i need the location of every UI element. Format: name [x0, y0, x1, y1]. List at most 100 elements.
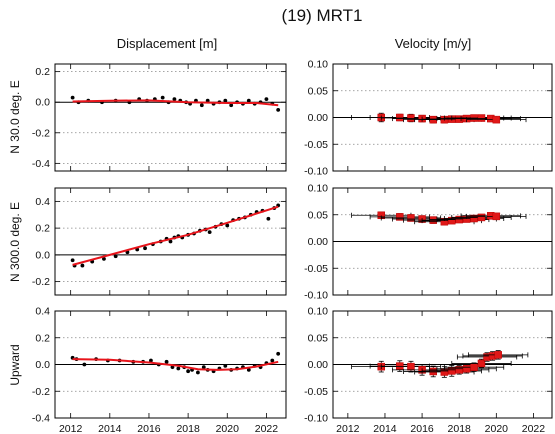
data-point: [201, 365, 206, 370]
plot-frame: [332, 187, 553, 296]
data-point: [186, 369, 191, 374]
plot-frame: [332, 310, 553, 419]
x-tick-label: 2012: [336, 423, 360, 434]
y-tick-label: -0.4: [32, 158, 50, 170]
data-point: [168, 239, 173, 244]
velocity-point: [396, 362, 404, 370]
x-tick-label: 2020: [216, 423, 240, 434]
x-tick-label: 2016: [137, 423, 161, 434]
data-point: [172, 97, 177, 102]
y-tick-label: 0.05: [308, 209, 329, 221]
data-point: [113, 254, 118, 259]
data-point: [70, 258, 75, 263]
velocity-point: [494, 351, 502, 359]
y-tick-label: -0.10: [304, 290, 328, 302]
y-tick-label: 0.10: [308, 306, 329, 318]
velocity-point: [470, 363, 478, 371]
velocity-point: [429, 216, 437, 224]
velocity-point: [462, 365, 471, 373]
data-point: [225, 223, 230, 228]
x-tick-label: 2012: [59, 423, 83, 434]
y-tick-label: 0.4: [35, 306, 50, 318]
data-point: [82, 362, 87, 367]
y-tick-label: 0.0: [35, 359, 50, 371]
velocity-point: [492, 115, 501, 124]
panels: -0.4 -0.2 0.0 0.2 -0.10 -0.05 0.00 0.05 0.10 -0.2…: [32, 59, 553, 434]
velocity-point: [455, 215, 463, 224]
data-point: [246, 98, 251, 103]
data-point: [229, 103, 234, 108]
x-tick-label: 2014: [98, 423, 122, 434]
velocity-point: [477, 114, 486, 122]
x-tick-label: 2014: [373, 423, 397, 434]
fit-curve: [72, 99, 279, 107]
y-tick-label: 0.10: [308, 59, 329, 71]
y-tick-label: -0.05: [304, 386, 328, 398]
y-tick-label: 0.00: [308, 112, 329, 124]
fit-curve: [72, 358, 279, 371]
y-tick-label: 0.2: [35, 332, 50, 344]
y-tick-label: -0.05: [304, 263, 328, 275]
row-label-n30: N 30.0 deg. E: [8, 80, 22, 153]
y-tick-label: 0.10: [308, 183, 329, 195]
velocity-n30-panel: -0.10 -0.05 0.00 0.05 0.10: [304, 59, 553, 178]
y-tick-label: -0.2: [32, 276, 50, 288]
data-point: [246, 367, 251, 372]
row-label-n300: N 300.0 deg. E: [8, 202, 22, 282]
data-point: [223, 98, 228, 103]
velocity-up-panel: -0.10 -0.05 0.00 0.05 0.10 2012 2014 2016 2018 20…: [304, 306, 553, 434]
x-tick-label: 2018: [448, 423, 472, 434]
velocity-point: [407, 214, 415, 222]
x-tick-label: 2018: [176, 423, 200, 434]
plot-frame: [54, 310, 287, 419]
velocity-point: [396, 113, 404, 122]
y-tick-label: 0.0: [35, 97, 50, 109]
y-tick-label: 0.2: [35, 66, 50, 78]
data-point: [176, 366, 181, 371]
data-point: [223, 363, 228, 368]
data-point: [196, 370, 200, 375]
data-point: [164, 359, 169, 364]
y-tick-label: 0.4: [35, 196, 50, 208]
y-tick-label: 0.0: [35, 249, 50, 261]
velocity-point: [477, 213, 486, 222]
x-tick-label: 2016: [410, 423, 434, 434]
velocity-point: [477, 359, 486, 368]
y-tick-label: 0.00: [308, 359, 329, 371]
velocity-point: [407, 114, 415, 122]
figure-title: (19) MRT1: [282, 6, 363, 25]
velocity-point: [396, 213, 404, 221]
data-point: [143, 246, 147, 251]
plot-frame: [332, 63, 553, 172]
data-point: [207, 230, 212, 235]
plot-frame: [54, 187, 287, 296]
data-point: [80, 263, 85, 268]
fit-curve: [72, 205, 279, 266]
column-title-velocity: Velocity [m/y]: [395, 36, 472, 51]
velocity-point: [407, 362, 415, 371]
row-label-upward: Upward: [8, 344, 22, 385]
data-point: [264, 97, 269, 102]
data-point: [70, 95, 75, 100]
y-tick-label: -0.10: [304, 166, 328, 178]
velocity-point: [455, 366, 463, 374]
x-tick-label: 2020: [485, 423, 509, 434]
data-point: [102, 256, 106, 261]
data-point: [270, 358, 275, 363]
y-tick-label: 0.05: [308, 85, 329, 97]
displacement-n300-panel: -0.2 0.0 0.2 0.4: [32, 187, 287, 296]
data-point: [276, 351, 281, 356]
data-point: [149, 358, 153, 363]
y-tick-label: -0.2: [32, 127, 50, 139]
data-point: [199, 103, 204, 108]
displacement-up-panel: -0.4 -0.2 0.0 0.2 0.4 2012 2014 2016 2018 2020 202…: [32, 306, 287, 434]
velocity-point: [429, 367, 437, 376]
data-point: [266, 216, 271, 221]
column-title-displacement: Displacement [m]: [117, 36, 217, 51]
x-tick-label: 2022: [522, 423, 546, 434]
velocity-n300-panel: -0.10 -0.05 0.00 0.05 0.10: [304, 183, 553, 302]
y-tick-label: -0.10: [304, 413, 328, 425]
data-point: [276, 107, 281, 112]
x-tick-label: 2022: [255, 423, 279, 434]
